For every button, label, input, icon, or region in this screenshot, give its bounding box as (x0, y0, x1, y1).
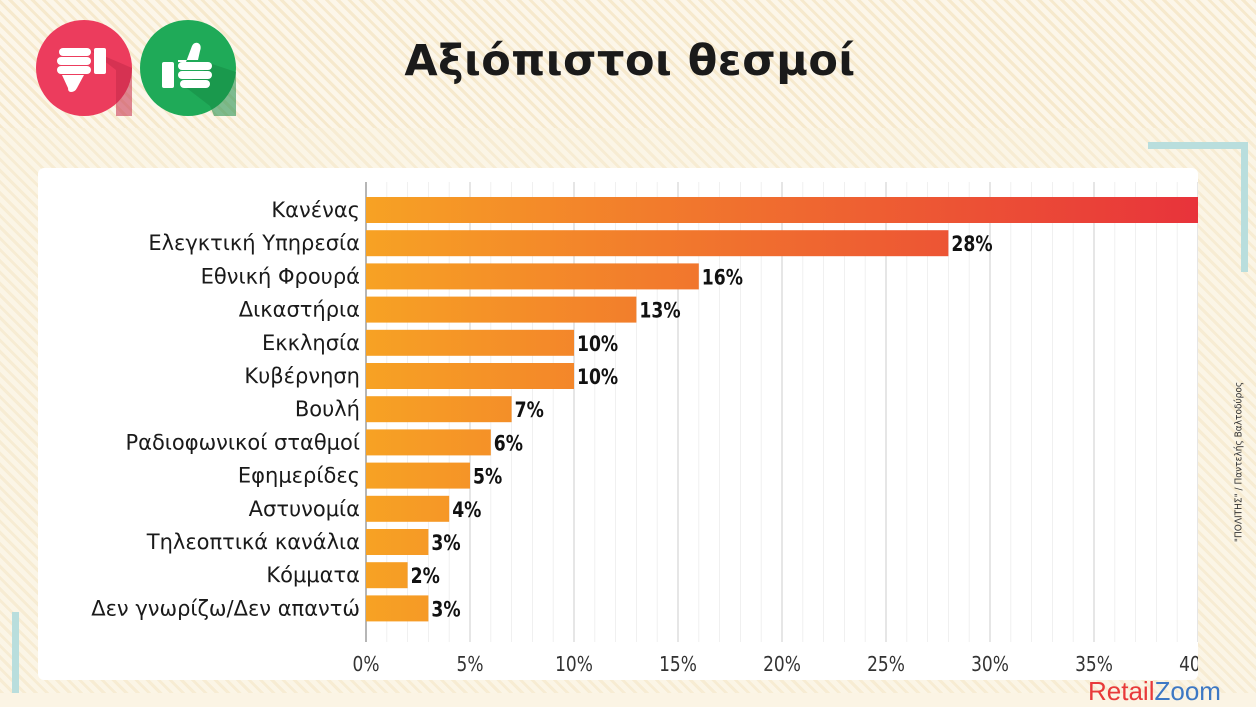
value-label: 5% (473, 464, 502, 489)
category-label: Αστυνομία (249, 497, 360, 521)
bars (366, 197, 1198, 622)
category-label: Εφημερίδες (238, 464, 360, 488)
thumbs-up-badge (140, 20, 236, 116)
x-tick-label: 5% (457, 654, 484, 677)
category-label: Βουλή (295, 397, 360, 421)
bar (366, 429, 491, 456)
bar (366, 197, 1198, 223)
bar (366, 396, 512, 423)
value-label: 3% (431, 530, 460, 555)
bar (366, 230, 949, 257)
category-label: Δικαστήρια (239, 298, 360, 322)
category-label: Κυβέρνηση (244, 364, 360, 388)
brand-part2: Zoom (1154, 676, 1221, 706)
value-label: 10% (577, 331, 618, 356)
labels: 0%5%10%15%20%25%30%35%40%Κανένας40%Ελεγκ… (91, 198, 1198, 676)
bar (366, 363, 574, 389)
thumbs-up-icon (162, 42, 236, 116)
x-tick-label: 40% (1179, 654, 1198, 677)
category-label: Ραδιοφωνικοί σταθμοί (125, 430, 360, 454)
page-title: Αξιόπιστοι θεσμοί (404, 36, 856, 86)
bar-chart: 0%5%10%15%20%25%30%35%40%Κανένας40%Ελεγκ… (91, 182, 1198, 676)
category-label: Τηλεοπτικά κανάλια (146, 530, 360, 554)
chart-panel: 0%5%10%15%20%25%30%35%40%Κανένας40%Ελεγκ… (38, 168, 1198, 680)
brand-logo: RetailZoom (1088, 676, 1221, 707)
category-label: Εθνική Φρουρά (201, 264, 360, 288)
category-label: Ελεγκτική Υπηρεσία (148, 231, 360, 255)
bar (366, 462, 470, 489)
value-label: 28% (951, 232, 992, 257)
value-label: 2% (411, 564, 440, 589)
bar (366, 529, 429, 555)
x-tick-label: 35% (1075, 654, 1113, 677)
accent-line-top-right (1148, 142, 1244, 149)
thumbs-down-badge (36, 20, 132, 116)
thumbs-down-icon (57, 48, 132, 116)
value-label: 3% (431, 597, 460, 622)
x-tick-label: 20% (763, 654, 801, 677)
x-tick-label: 30% (971, 654, 1009, 677)
bar (366, 495, 450, 522)
category-label: Κανένας (271, 198, 360, 222)
bar (366, 296, 637, 323)
bar (366, 329, 574, 356)
bar (366, 595, 429, 622)
value-label: 7% (515, 398, 544, 423)
category-label: Κόμματα (266, 563, 360, 587)
accent-line-left (12, 612, 19, 693)
x-tick-label: 10% (555, 654, 593, 677)
x-tick-label: 15% (659, 654, 697, 677)
value-label: 16% (702, 265, 743, 290)
x-tick-label: 25% (867, 654, 905, 677)
category-label: Εκκλησία (262, 331, 360, 355)
accent-line-right (1241, 142, 1248, 272)
value-label: 13% (639, 298, 680, 323)
value-label: 6% (494, 431, 523, 456)
value-label: 10% (577, 364, 618, 389)
bar (366, 562, 408, 589)
x-tick-label: 0% (353, 654, 380, 677)
credit-text: "ΠΟΛΙΤΗΣ" / Παντελής Βαλτοδύρος (1233, 381, 1245, 543)
value-label: 4% (452, 497, 481, 522)
brand-part1: Retail (1088, 676, 1155, 706)
category-label: Δεν γνωρίζω/Δεν απαντώ (91, 596, 360, 620)
bar (366, 263, 699, 290)
